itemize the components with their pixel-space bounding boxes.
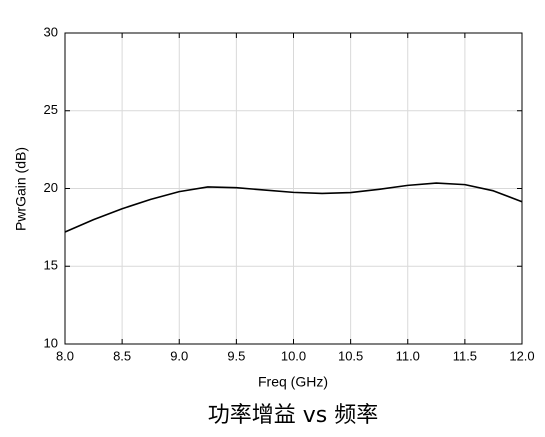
x-axis-label: Freq (GHz)	[258, 374, 328, 390]
x-tick-label: 10.5	[338, 348, 363, 363]
x-tick-label: 11.5	[453, 348, 477, 363]
y-tick-label: 20	[44, 180, 58, 195]
x-tick-label: 9.0	[170, 348, 188, 363]
x-tick-label: 8.0	[56, 348, 74, 363]
y-tick-label: 10	[44, 335, 58, 350]
x-tick-label: 11.0	[396, 348, 420, 363]
chart-title: 功率增益 vs 频率	[208, 403, 378, 428]
x-tick-label: 10.0	[281, 348, 306, 363]
data-line	[64, 182, 523, 233]
plot-frame	[64, 32, 523, 345]
x-tick-label: 12.0	[509, 348, 534, 363]
y-tick-label: 25	[44, 102, 58, 117]
y-tick-label: 15	[44, 258, 58, 273]
y-axis-label: PwrGain (dB)	[13, 147, 29, 231]
x-tick-label: 9.5	[227, 348, 245, 363]
x-tick-label: 8.5	[113, 348, 131, 363]
y-tick-label: 30	[44, 24, 58, 39]
